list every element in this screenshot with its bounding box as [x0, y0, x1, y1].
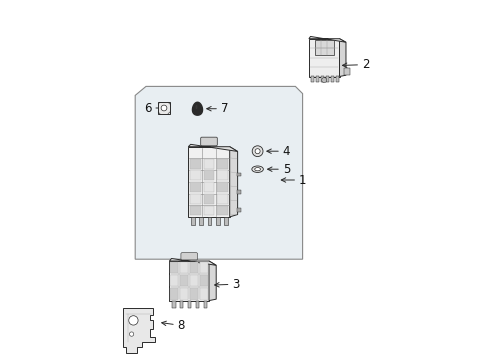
FancyBboxPatch shape — [201, 137, 217, 146]
Polygon shape — [170, 258, 216, 265]
Bar — [191, 217, 195, 225]
Bar — [190, 171, 201, 180]
Text: 1: 1 — [299, 174, 307, 186]
Bar — [199, 217, 203, 225]
Bar — [200, 275, 208, 286]
Bar — [190, 206, 201, 215]
Bar — [237, 173, 241, 176]
Bar — [309, 39, 340, 77]
Bar — [331, 77, 334, 82]
Text: 8: 8 — [178, 319, 185, 332]
Ellipse shape — [255, 167, 261, 171]
Bar — [171, 288, 178, 300]
Bar — [172, 301, 175, 308]
Bar — [224, 217, 228, 225]
Bar — [218, 159, 228, 168]
Bar — [180, 301, 183, 308]
Circle shape — [129, 332, 134, 336]
Bar — [190, 275, 198, 286]
Bar — [190, 262, 198, 273]
Bar — [171, 262, 178, 273]
Text: 3: 3 — [232, 278, 240, 291]
Bar — [170, 261, 209, 301]
Ellipse shape — [252, 166, 263, 172]
Bar — [336, 77, 339, 82]
Polygon shape — [309, 36, 346, 42]
Polygon shape — [188, 144, 238, 152]
Bar — [180, 275, 188, 286]
Bar — [190, 288, 198, 300]
Bar — [203, 194, 215, 204]
Polygon shape — [230, 147, 238, 217]
Bar — [204, 301, 207, 308]
Bar — [203, 171, 215, 180]
Polygon shape — [135, 86, 303, 259]
Bar — [188, 301, 191, 308]
Bar — [180, 262, 188, 273]
Bar — [218, 194, 228, 204]
Polygon shape — [193, 102, 202, 115]
Bar — [218, 206, 228, 215]
Circle shape — [161, 105, 167, 111]
FancyBboxPatch shape — [181, 253, 197, 260]
Polygon shape — [209, 261, 216, 301]
Bar — [316, 77, 318, 82]
Bar — [311, 77, 314, 82]
Bar — [190, 159, 201, 168]
Bar — [200, 288, 208, 300]
Polygon shape — [122, 308, 155, 353]
Bar — [190, 194, 201, 204]
Bar — [315, 40, 334, 55]
Circle shape — [255, 149, 260, 154]
Bar — [188, 147, 230, 217]
Circle shape — [321, 78, 327, 83]
Bar — [180, 288, 188, 300]
Bar — [218, 182, 228, 192]
Bar — [203, 206, 215, 215]
Bar — [208, 217, 211, 225]
Text: 4: 4 — [283, 145, 290, 158]
Text: 2: 2 — [362, 58, 369, 71]
Bar — [196, 301, 199, 308]
Bar — [190, 182, 201, 192]
Polygon shape — [340, 39, 346, 77]
Bar — [216, 217, 220, 225]
Bar — [158, 102, 170, 114]
Bar — [171, 275, 178, 286]
Bar — [321, 77, 324, 82]
Bar — [203, 159, 215, 168]
Text: 5: 5 — [283, 163, 290, 176]
Bar — [218, 171, 228, 180]
Text: 6: 6 — [144, 102, 151, 114]
Circle shape — [252, 146, 263, 157]
Bar — [326, 77, 329, 82]
Bar — [344, 68, 349, 75]
Bar — [237, 190, 241, 194]
Text: 7: 7 — [220, 102, 228, 115]
Circle shape — [129, 316, 138, 325]
Bar — [203, 182, 215, 192]
Bar — [237, 208, 241, 211]
Bar — [200, 262, 208, 273]
